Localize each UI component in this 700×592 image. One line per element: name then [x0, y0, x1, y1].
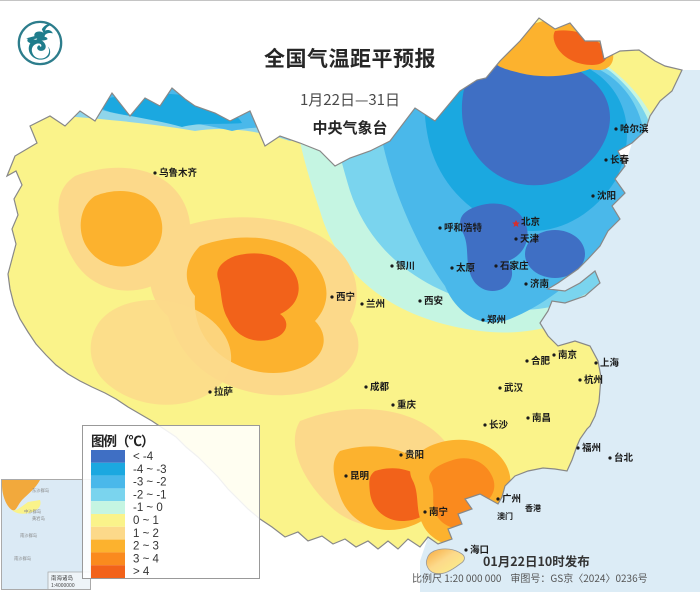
svg-text:兰州: 兰州 — [366, 296, 385, 310]
svg-text:贵阳: 贵阳 — [405, 447, 424, 461]
svg-text:黄岩岛: 黄岩岛 — [32, 515, 45, 522]
svg-text:-4 ~ -3: -4 ~ -3 — [133, 464, 167, 476]
svg-text:哈尔滨: 哈尔滨 — [620, 121, 649, 135]
svg-text:香港: 香港 — [525, 503, 541, 514]
svg-text:南沙群岛: 南沙群岛 — [14, 555, 31, 562]
svg-text:-2 ~ -1: -2 ~ -1 — [133, 489, 167, 501]
svg-text:西安: 西安 — [424, 293, 443, 307]
svg-text:1 ~ 2: 1 ~ 2 — [133, 528, 159, 540]
svg-text:东沙群岛: 东沙群岛 — [32, 487, 49, 494]
svg-text:拉萨: 拉萨 — [214, 384, 234, 398]
svg-text:上海: 上海 — [600, 355, 620, 369]
svg-text:-3 ~ -2: -3 ~ -2 — [133, 477, 167, 489]
svg-text:南京: 南京 — [558, 347, 577, 361]
svg-text:长沙: 长沙 — [489, 417, 509, 431]
svg-text:西宁: 西宁 — [336, 289, 355, 303]
svg-text:< -4: < -4 — [133, 451, 154, 463]
svg-text:南海诸岛: 南海诸岛 — [51, 574, 74, 582]
svg-text:北京: 北京 — [521, 214, 540, 228]
svg-text:-1 ~ 0: -1 ~ 0 — [133, 502, 163, 514]
svg-text:重庆: 重庆 — [397, 397, 417, 411]
svg-text:3 ~ 4: 3 ~ 4 — [133, 553, 160, 565]
svg-text:昆明: 昆明 — [350, 468, 369, 482]
svg-text:乌鲁木齐: 乌鲁木齐 — [159, 165, 198, 179]
svg-text:合肥: 合肥 — [531, 353, 551, 367]
svg-text:台北: 台北 — [614, 450, 634, 464]
svg-text:沈阳: 沈阳 — [597, 188, 616, 202]
svg-text:石家庄: 石家庄 — [500, 258, 529, 272]
svg-text:2 ~ 3: 2 ~ 3 — [133, 541, 159, 553]
svg-text:1:4000000: 1:4000000 — [51, 582, 75, 589]
svg-text:南宁: 南宁 — [429, 504, 448, 518]
svg-text:郑州: 郑州 — [487, 312, 506, 326]
svg-text:武汉: 武汉 — [504, 380, 524, 394]
svg-text:太原: 太原 — [456, 260, 476, 274]
svg-text:澳门: 澳门 — [497, 511, 513, 522]
svg-text:长春: 长春 — [610, 152, 630, 166]
svg-text:南昌: 南昌 — [532, 410, 551, 424]
svg-text:济南: 济南 — [530, 276, 549, 290]
svg-text:中沙群岛: 中沙群岛 — [24, 508, 41, 515]
svg-text:天津: 天津 — [520, 231, 540, 245]
svg-text:南沙群岛: 南沙群岛 — [20, 532, 37, 539]
svg-text:杭州: 杭州 — [584, 372, 603, 386]
svg-text:> 4: > 4 — [133, 566, 150, 578]
svg-text:广州: 广州 — [502, 491, 521, 505]
svg-text:福州: 福州 — [582, 440, 601, 454]
svg-text:成都: 成都 — [370, 379, 390, 393]
svg-text:0 ~ 1: 0 ~ 1 — [133, 515, 159, 527]
svg-text:银川: 银川 — [396, 258, 415, 272]
svg-text:呼和浩特: 呼和浩特 — [444, 220, 483, 234]
